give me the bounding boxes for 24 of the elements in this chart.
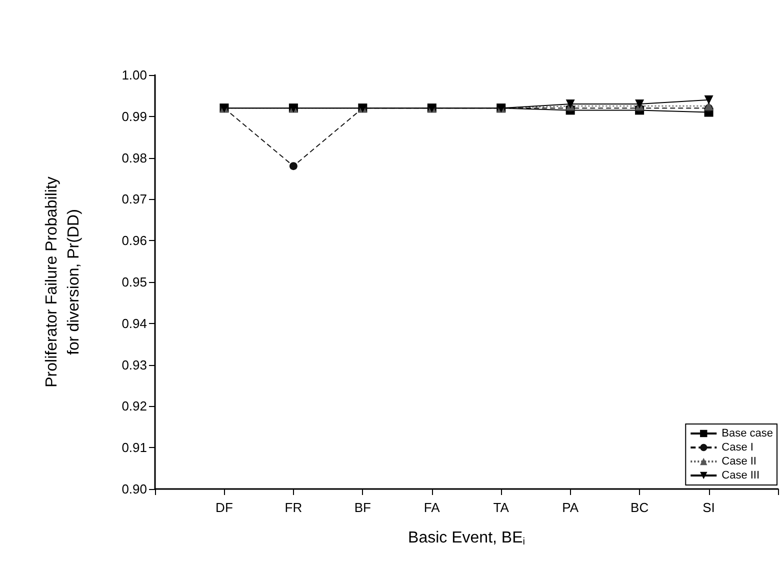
y-tick-label: 0.99 xyxy=(122,108,147,124)
x-tick-label: BC xyxy=(630,500,649,515)
x-tick-label: PA xyxy=(562,500,579,515)
legend-label: Case III xyxy=(722,470,760,482)
x-tick-label: BF xyxy=(354,500,372,515)
legend-label: Case II xyxy=(722,456,756,468)
y-axis-title: Proliferator Failure Probability for diversion, Pr(DD) xyxy=(44,176,82,388)
x-tick-label: DF xyxy=(216,500,233,515)
y-tick-label: 0.92 xyxy=(122,398,147,414)
legend-label: Case I xyxy=(722,442,754,454)
x-tick-label: SI xyxy=(702,500,715,515)
y-tick-label: 0.95 xyxy=(122,274,147,290)
y-tick-label: 0.98 xyxy=(122,150,147,166)
legend-label: Base case xyxy=(722,428,774,440)
x-tick-label: TA xyxy=(493,500,510,515)
x-tick-label: FA xyxy=(424,500,440,515)
y-tick-label: 1.00 xyxy=(122,68,147,82)
x-tick-label: FR xyxy=(284,500,302,515)
y-tick-label: 0.93 xyxy=(122,357,147,372)
y-tick-label: 0.96 xyxy=(122,233,147,248)
y-tick-label: 0.94 xyxy=(122,316,147,331)
y-tick-label: 0.91 xyxy=(122,440,147,456)
y-tick-label: 0.97 xyxy=(122,192,147,207)
y-tick-label: 0.90 xyxy=(122,482,147,496)
